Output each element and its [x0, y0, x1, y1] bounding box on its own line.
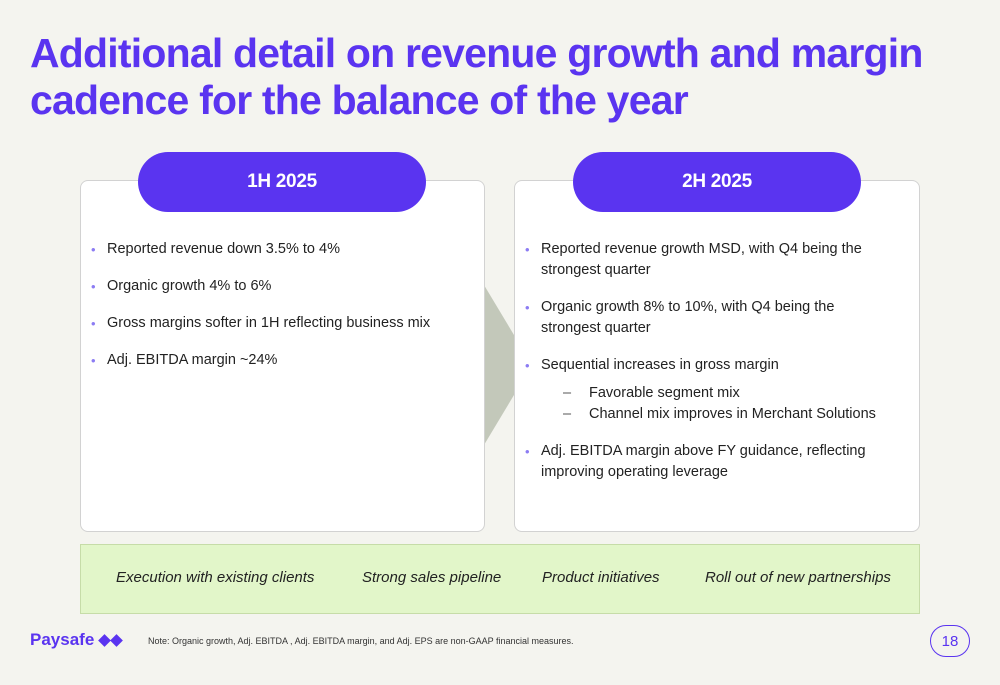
- bullet-dot-icon: •: [91, 316, 96, 331]
- bullet-item: • Adj. EBITDA margin ~24%: [91, 350, 471, 371]
- footnote: Note: Organic growth, Adj. EBITDA , Adj.…: [148, 636, 574, 646]
- bullet-dot-icon: •: [525, 242, 530, 257]
- page-number: 18: [930, 625, 970, 657]
- header-pill-2h: 2H 2025: [573, 152, 861, 212]
- bullet-item: • Reported revenue down 3.5% to 4%: [91, 239, 471, 260]
- banner-item-product: Product initiatives: [542, 569, 660, 586]
- bullet-dot-icon: •: [525, 358, 530, 373]
- bullet-item: • Gross margins softer in 1H reflecting b…: [91, 313, 471, 334]
- dash-icon: –: [563, 385, 572, 401]
- bullet-dot-icon: •: [91, 353, 96, 368]
- bullet-item: • Sequential increases in gross margin – F…: [525, 355, 895, 425]
- bullet-item: • Adj. EBITDA margin above FY guidance, r…: [525, 443, 866, 480]
- logo-text: Paysafe: [30, 630, 95, 649]
- sub-bullet-list: – Favorable segment mix – Channel mix impr…: [541, 383, 895, 425]
- slide-title: Additional detail on revenue growth and …: [30, 30, 923, 123]
- bullet-dot-icon: •: [91, 242, 96, 257]
- banner-item-execution: Execution with existing clients: [116, 569, 315, 586]
- diamond-logo-icon: [98, 633, 124, 647]
- drivers-banner: Execution with existing clients Strong s…: [80, 544, 920, 614]
- header-pill-1h: 1H 2025: [138, 152, 426, 212]
- bullet-list-2h: • Reported revenue growth MSD, with Q4 be…: [525, 239, 895, 499]
- bullet-dot-icon: •: [91, 279, 96, 294]
- bullet-dot-icon: •: [525, 300, 530, 315]
- bullet-item: • Reported revenue growth MSD, with Q4 be…: [525, 241, 862, 278]
- bullet-dot-icon: •: [525, 444, 530, 459]
- bullet-list-1h: • Reported revenue down 3.5% to 4% • Organ…: [91, 239, 471, 387]
- banner-item-pipeline: Strong sales pipeline: [362, 569, 502, 586]
- banner-item-partnerships: Roll out of new partnerships: [705, 569, 891, 586]
- bullet-item: • Organic growth 8% to 10%, with Q4 being…: [525, 299, 835, 336]
- bullet-item: • Organic growth 4% to 6%: [91, 276, 471, 297]
- card-1h-2025: • Reported revenue down 3.5% to 4% • Organ…: [80, 180, 485, 532]
- card-2h-2025: • Reported revenue growth MSD, with Q4 be…: [514, 180, 920, 532]
- dash-icon: –: [563, 406, 572, 422]
- sub-bullet-item: – Channel mix improves in Merchant Soluti…: [541, 404, 895, 425]
- sub-bullet-item: – Favorable segment mix: [541, 383, 895, 404]
- paysafe-logo: Paysafe: [30, 630, 124, 650]
